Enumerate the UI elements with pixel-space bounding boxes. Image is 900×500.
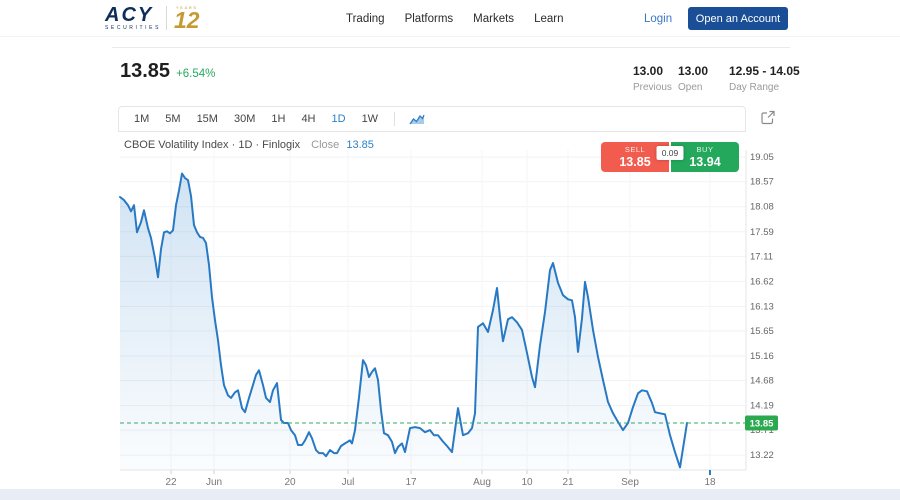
x-axis-label: Jul (342, 477, 355, 488)
acy-logo-wordmark: ACY SECURITIES (105, 3, 162, 31)
nav-item-trading[interactable]: Trading (346, 12, 385, 25)
header: ACY SECURITIES YEARS 12 Trading Platform… (0, 0, 900, 37)
logo-years-badge: YEARS 12 (174, 5, 200, 33)
buy-price: 13.94 (689, 155, 721, 169)
x-axis-label: Jun (206, 477, 222, 488)
x-axis-label: 20 (284, 477, 296, 488)
acy-logo[interactable]: ACY SECURITIES YEARS 12 (105, 3, 200, 33)
stat-day-range: 12.95 - 14.05 Day Range (729, 64, 800, 93)
toolbar-divider (394, 112, 396, 126)
price-change-percent: +6.54% (176, 68, 216, 80)
y-axis-label: 17.59 (750, 227, 774, 238)
x-axis-label: 10 (521, 477, 533, 488)
nav-item-learn[interactable]: Learn (534, 12, 564, 25)
timeframe-4h-button[interactable]: 4H (301, 113, 316, 125)
last-price: 13.85 (120, 60, 171, 82)
area-fill (120, 173, 687, 470)
nav-item-markets[interactable]: Markets (473, 12, 515, 25)
timeframe-toolbar: 1M 5M 15M 30M 1H 4H 1D 1W (118, 106, 746, 132)
price-block: 13.85 +6.54% (120, 60, 215, 83)
logo-badge-number: 12 (174, 7, 200, 33)
open-in-new-window-icon[interactable] (759, 110, 777, 128)
timeframe-5m-button[interactable]: 5M (165, 113, 181, 125)
logo-sub-text: SECURITIES (105, 24, 162, 31)
y-axis-label: 14.68 (750, 376, 774, 387)
x-axis-label: 18 (704, 477, 716, 488)
stat-open-label: Open (678, 82, 703, 93)
chart-legend: CBOE Volatility Index · 1D · Finlogix Cl… (124, 139, 374, 151)
y-axis-label: 15.16 (750, 351, 774, 362)
sell-label: SELL (624, 145, 646, 154)
timeframe-15m-button[interactable]: 15M (196, 113, 218, 125)
y-axis-label: 14.19 (750, 401, 774, 412)
main-nav: Trading Platforms Markets Learn (346, 0, 563, 37)
stat-open-value: 13.00 (678, 64, 709, 78)
y-axis-label: 19.05 (750, 152, 774, 163)
buy-label: BUY (696, 145, 714, 154)
stat-previous-value: 13.00 (633, 64, 664, 78)
sell-buy-widget: SELL 13.85 BUY 13.94 0.09 (601, 142, 739, 172)
x-axis-label: 17 (405, 477, 417, 488)
nav-item-platforms[interactable]: Platforms (404, 12, 454, 25)
y-axis-label: 18.57 (750, 177, 774, 188)
current-price-tag (745, 415, 778, 431)
y-axis-label: 16.13 (750, 301, 774, 312)
current-price-tag-label: 13.85 (750, 418, 774, 429)
y-axis-label: 17.11 (750, 251, 773, 262)
timeframe-1w-button[interactable]: 1W (361, 113, 379, 125)
timeframe-30m-button[interactable]: 30M (233, 113, 256, 125)
logo-divider (166, 6, 168, 30)
chart-close-label: Close (311, 139, 340, 151)
timeframe-1m-button[interactable]: 1M (134, 113, 150, 125)
logo-badge-caption: YEARS (176, 5, 198, 10)
stat-open: 13.00 Open (678, 64, 708, 93)
logo-brand-text: ACY (105, 3, 154, 26)
x-axis-label: Sep (621, 477, 639, 488)
price-line (119, 172, 688, 469)
y-axis-label: 18.08 (750, 202, 774, 213)
y-axis-label: 15.65 (750, 326, 774, 337)
timeframe-1d-button[interactable]: 1D (331, 113, 346, 125)
y-axis-label: 13.71 (750, 425, 774, 436)
next-section-strip (0, 489, 900, 500)
y-axis-label: 16.62 (750, 276, 774, 287)
spread-badge: 0.09 (656, 146, 684, 160)
open-account-button[interactable]: Open an Account (688, 7, 788, 30)
quote-card-top-border (112, 47, 790, 48)
chart-close-value: 13.85 (346, 139, 374, 151)
y-axis-label: 13.22 (750, 450, 774, 461)
login-link[interactable]: Login (644, 12, 673, 25)
timeframe-1h-button[interactable]: 1H (271, 113, 286, 125)
area-chart-icon[interactable] (409, 113, 425, 125)
x-axis-label: 22 (165, 477, 177, 488)
stat-day-range-label: Day Range (729, 82, 780, 93)
sell-price: 13.85 (619, 155, 651, 169)
stat-previous: 13.00 Previous (633, 64, 672, 93)
stat-day-range-value: 12.95 - 14.05 (729, 64, 800, 78)
x-axis-label: Aug (473, 477, 491, 488)
chart-symbol-title: CBOE Volatility Index · 1D · Finlogix (124, 139, 301, 151)
x-axis-label: 21 (562, 477, 574, 488)
stat-previous-label: Previous (633, 82, 672, 93)
